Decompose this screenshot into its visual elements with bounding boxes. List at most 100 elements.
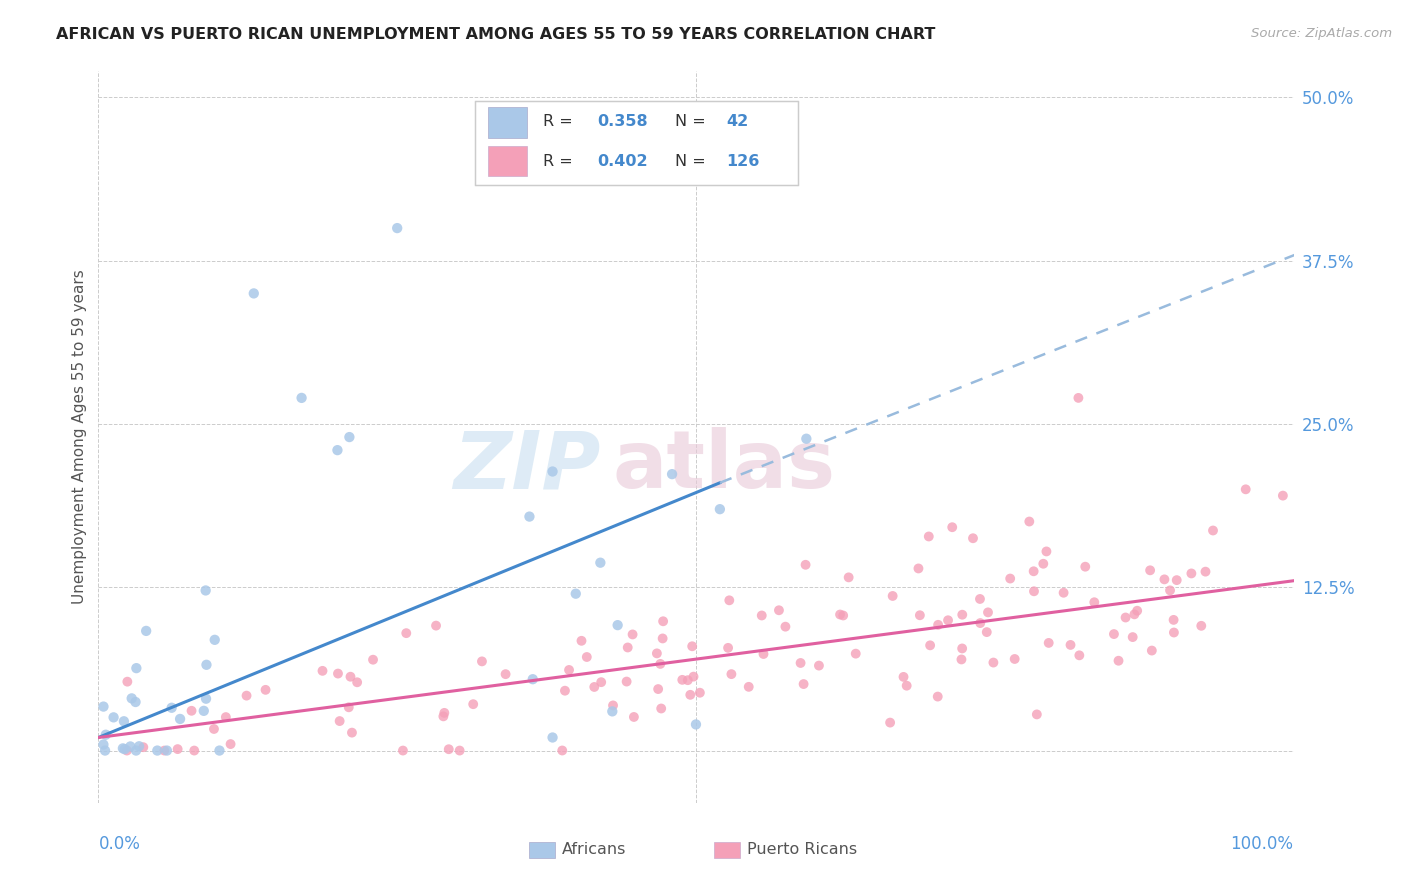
Point [671,673,693,687]
Point [927,617,949,632]
Point [1271,489,1294,503]
Point [969,591,991,606]
Y-axis label: Unemployment Among Ages 55 to 59 years: Unemployment Among Ages 55 to 59 years [72,269,87,605]
Point [153,743,176,757]
Point [794,558,817,572]
Point [650,657,672,671]
Point [1052,586,1074,600]
Point [395,626,418,640]
Point [103,710,125,724]
Point [828,607,851,622]
Point [616,674,638,689]
Point [908,608,931,623]
Point [215,710,238,724]
Point [882,589,904,603]
Point [243,286,266,301]
Point [385,221,409,235]
Point [93,699,115,714]
Point [796,432,818,446]
Point [1069,648,1091,663]
Text: atlas: atlas [613,427,835,506]
Point [775,620,797,634]
Point [125,743,148,757]
Point [1180,566,1202,581]
Point [146,743,169,757]
Point [519,509,541,524]
Point [449,743,471,757]
Point [311,664,333,678]
Point [789,656,811,670]
Point [346,675,368,690]
Point [768,603,790,617]
Point [208,743,231,757]
Point [219,737,242,751]
Point [950,652,973,666]
Text: AFRICAN VS PUERTO RICAN UNEMPLOYMENT AMONG AGES 55 TO 59 YEARS CORRELATION CHART: AFRICAN VS PUERTO RICAN UNEMPLOYMENT AMO… [56,27,935,42]
Point [160,700,183,714]
Point [340,725,363,739]
Text: Africans: Africans [562,842,627,857]
Point [94,743,117,757]
Point [392,743,415,757]
Point [291,391,314,405]
Point [195,657,218,672]
Point [495,667,517,681]
Point [591,675,613,690]
Point [1159,583,1181,598]
Point [1139,563,1161,577]
Point [1083,595,1105,609]
Point [977,606,1000,620]
Point [652,614,675,628]
Point [845,647,868,661]
Bar [714,841,740,858]
Point [204,632,226,647]
Text: ZIP: ZIP [453,427,600,506]
Point [918,529,941,543]
Point [718,593,741,607]
Point [1189,619,1212,633]
Point [117,674,139,689]
Point [1038,636,1060,650]
Point [838,570,860,584]
Point [969,616,991,631]
Point [565,587,588,601]
Point [1202,524,1225,538]
Point [616,640,638,655]
Bar [529,841,555,858]
Point [1163,613,1185,627]
Point [1166,573,1188,587]
Point [1163,625,1185,640]
Point [1022,564,1045,578]
Point [1153,573,1175,587]
Point [156,743,179,757]
Point [1025,707,1047,722]
Point [575,650,598,665]
Point [651,632,673,646]
Point [1123,607,1146,622]
Point [807,658,830,673]
Point [602,698,624,713]
Point [558,663,581,677]
Point [682,670,704,684]
Point [720,667,742,681]
Point [326,666,349,681]
Point [1074,559,1097,574]
Point [125,661,148,675]
Point [920,638,942,652]
Point [936,613,959,627]
Point [751,608,773,623]
Point [135,624,157,638]
Point [551,743,574,757]
Point [896,679,918,693]
Point [111,741,134,756]
Point [114,742,136,756]
Point [832,608,855,623]
Point [962,531,984,545]
Point [1115,610,1137,624]
Point [998,572,1021,586]
Point [1032,557,1054,571]
Point [927,690,949,704]
Point [425,618,447,632]
Point [329,714,352,728]
Point [623,710,645,724]
